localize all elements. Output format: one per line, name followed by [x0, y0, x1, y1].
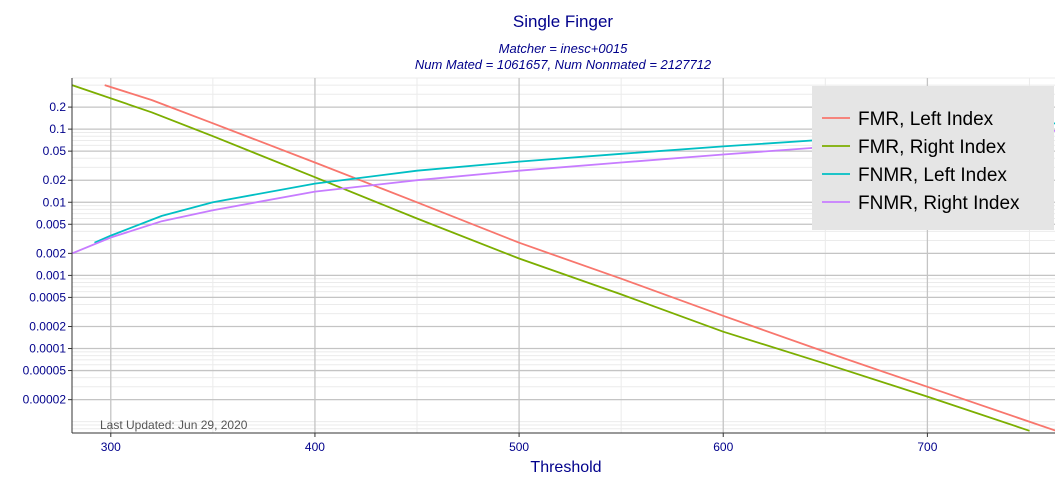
chart-subtitle-line-2: Num Mated = 1061657, Num Nonmated = 2127…: [415, 57, 712, 72]
y-tick-label: 0.00005: [23, 364, 67, 378]
x-axis-label: Threshold: [530, 459, 601, 476]
y-tick-label: 0.0001: [29, 342, 66, 356]
legend-label-2: FMR, Right Index: [858, 137, 1006, 158]
legend-label-4: FNMR, Right Index: [858, 193, 1020, 214]
legend-box: [812, 86, 1054, 230]
x-axis-ticks: 300 400 500 600 700: [101, 433, 938, 454]
legend-label-1: FMR, Left Index: [858, 109, 994, 130]
y-tick-label: 0.05: [43, 144, 67, 158]
y-axis-ticks: 0.2 0.1 0.05 0.02 0.01 0.005 0.002 0.001 0.0005 0…: [23, 100, 72, 407]
x-tick-label: 700: [917, 440, 937, 454]
last-updated-annotation: Last Updated: Jun 29, 2020: [100, 418, 248, 432]
y-tick-label: 0.01: [43, 195, 67, 209]
y-tick-label: 0.1: [49, 122, 66, 136]
x-tick-label: 500: [509, 440, 529, 454]
x-tick-label: 400: [305, 440, 325, 454]
series-line-2: [71, 84, 1030, 432]
y-tick-label: 0.0005: [29, 290, 66, 304]
chart-subtitle-line-1: Matcher = inesc+0015: [499, 41, 628, 56]
y-tick-label: 0.02: [43, 173, 67, 187]
y-tick-label: 0.001: [36, 268, 66, 282]
y-tick-label: 0.005: [36, 217, 66, 231]
series-line-1: [104, 84, 1055, 432]
x-tick-label: 600: [713, 440, 733, 454]
x-tick-label: 300: [101, 440, 121, 454]
y-tick-label: 0.002: [36, 246, 66, 260]
legend: FMR, Left Index FMR, Right Index FNMR, Lef…: [812, 86, 1054, 230]
y-tick-label: 0.00002: [23, 393, 67, 407]
legend-label-3: FNMR, Left Index: [858, 165, 1007, 186]
y-tick-label: 0.0002: [29, 320, 66, 334]
chart-title: Single Finger: [513, 12, 614, 31]
y-tick-label: 0.2: [49, 100, 66, 114]
